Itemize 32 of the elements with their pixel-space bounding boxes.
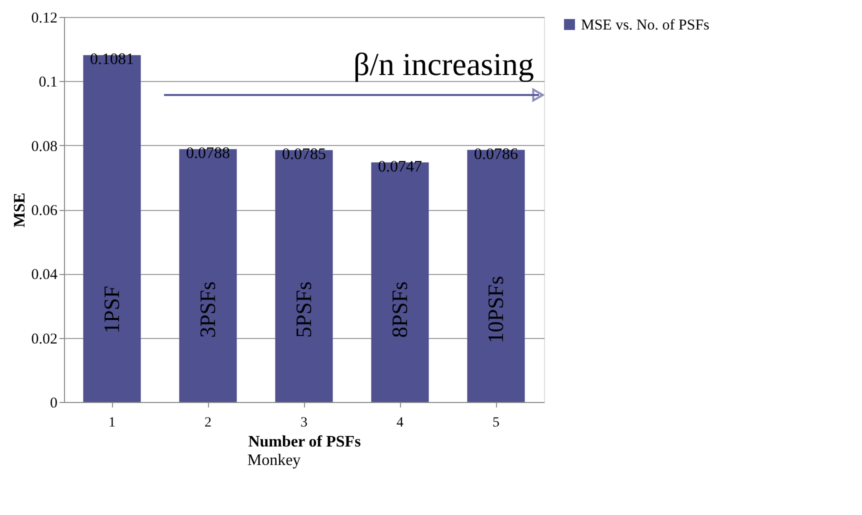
x-axis-title: Number of PSFs (248, 434, 361, 450)
legend-label: MSE vs. No. of PSFs (581, 18, 710, 34)
text: Monkey (247, 452, 301, 469)
x-tick-label: 1 (108, 416, 116, 430)
y-tick-label: 0 (50, 396, 58, 412)
annotation: 5PSFs (291, 281, 316, 338)
x-tick-label: 4 (396, 416, 404, 430)
annotation: 10PSFs (483, 276, 508, 344)
data-label: 0.0788 (186, 145, 230, 162)
y-tick-label: 0.02 (31, 331, 58, 348)
bar (83, 55, 141, 402)
x-tick-label: 2 (204, 416, 212, 430)
y-axis-title: MSE (11, 192, 28, 228)
data-label: 0.1081 (90, 51, 134, 68)
y-tick-label: 0.06 (31, 203, 58, 219)
data-label: 0.0785 (282, 146, 326, 164)
y-tick-label: 0.08 (31, 138, 58, 155)
data-label: 0.0747 (378, 158, 422, 176)
annotation: 3PSFs (195, 281, 220, 338)
x-tick-label: 5 (492, 416, 500, 430)
bar (371, 162, 429, 402)
y-tick-label: 0.04 (31, 267, 58, 284)
y-tick-label: 0.12 (31, 10, 58, 26)
bar (179, 149, 237, 402)
annotation: β/n increasing (353, 46, 534, 82)
annotation: 8PSFs (387, 281, 412, 338)
bar (275, 150, 333, 402)
bar (467, 150, 525, 402)
data-label: 0.0786 (474, 146, 518, 163)
annotation: 1PSF (99, 286, 124, 334)
y-tick-label: 0.1 (38, 74, 58, 91)
x-tick-label: 3 (300, 416, 308, 430)
